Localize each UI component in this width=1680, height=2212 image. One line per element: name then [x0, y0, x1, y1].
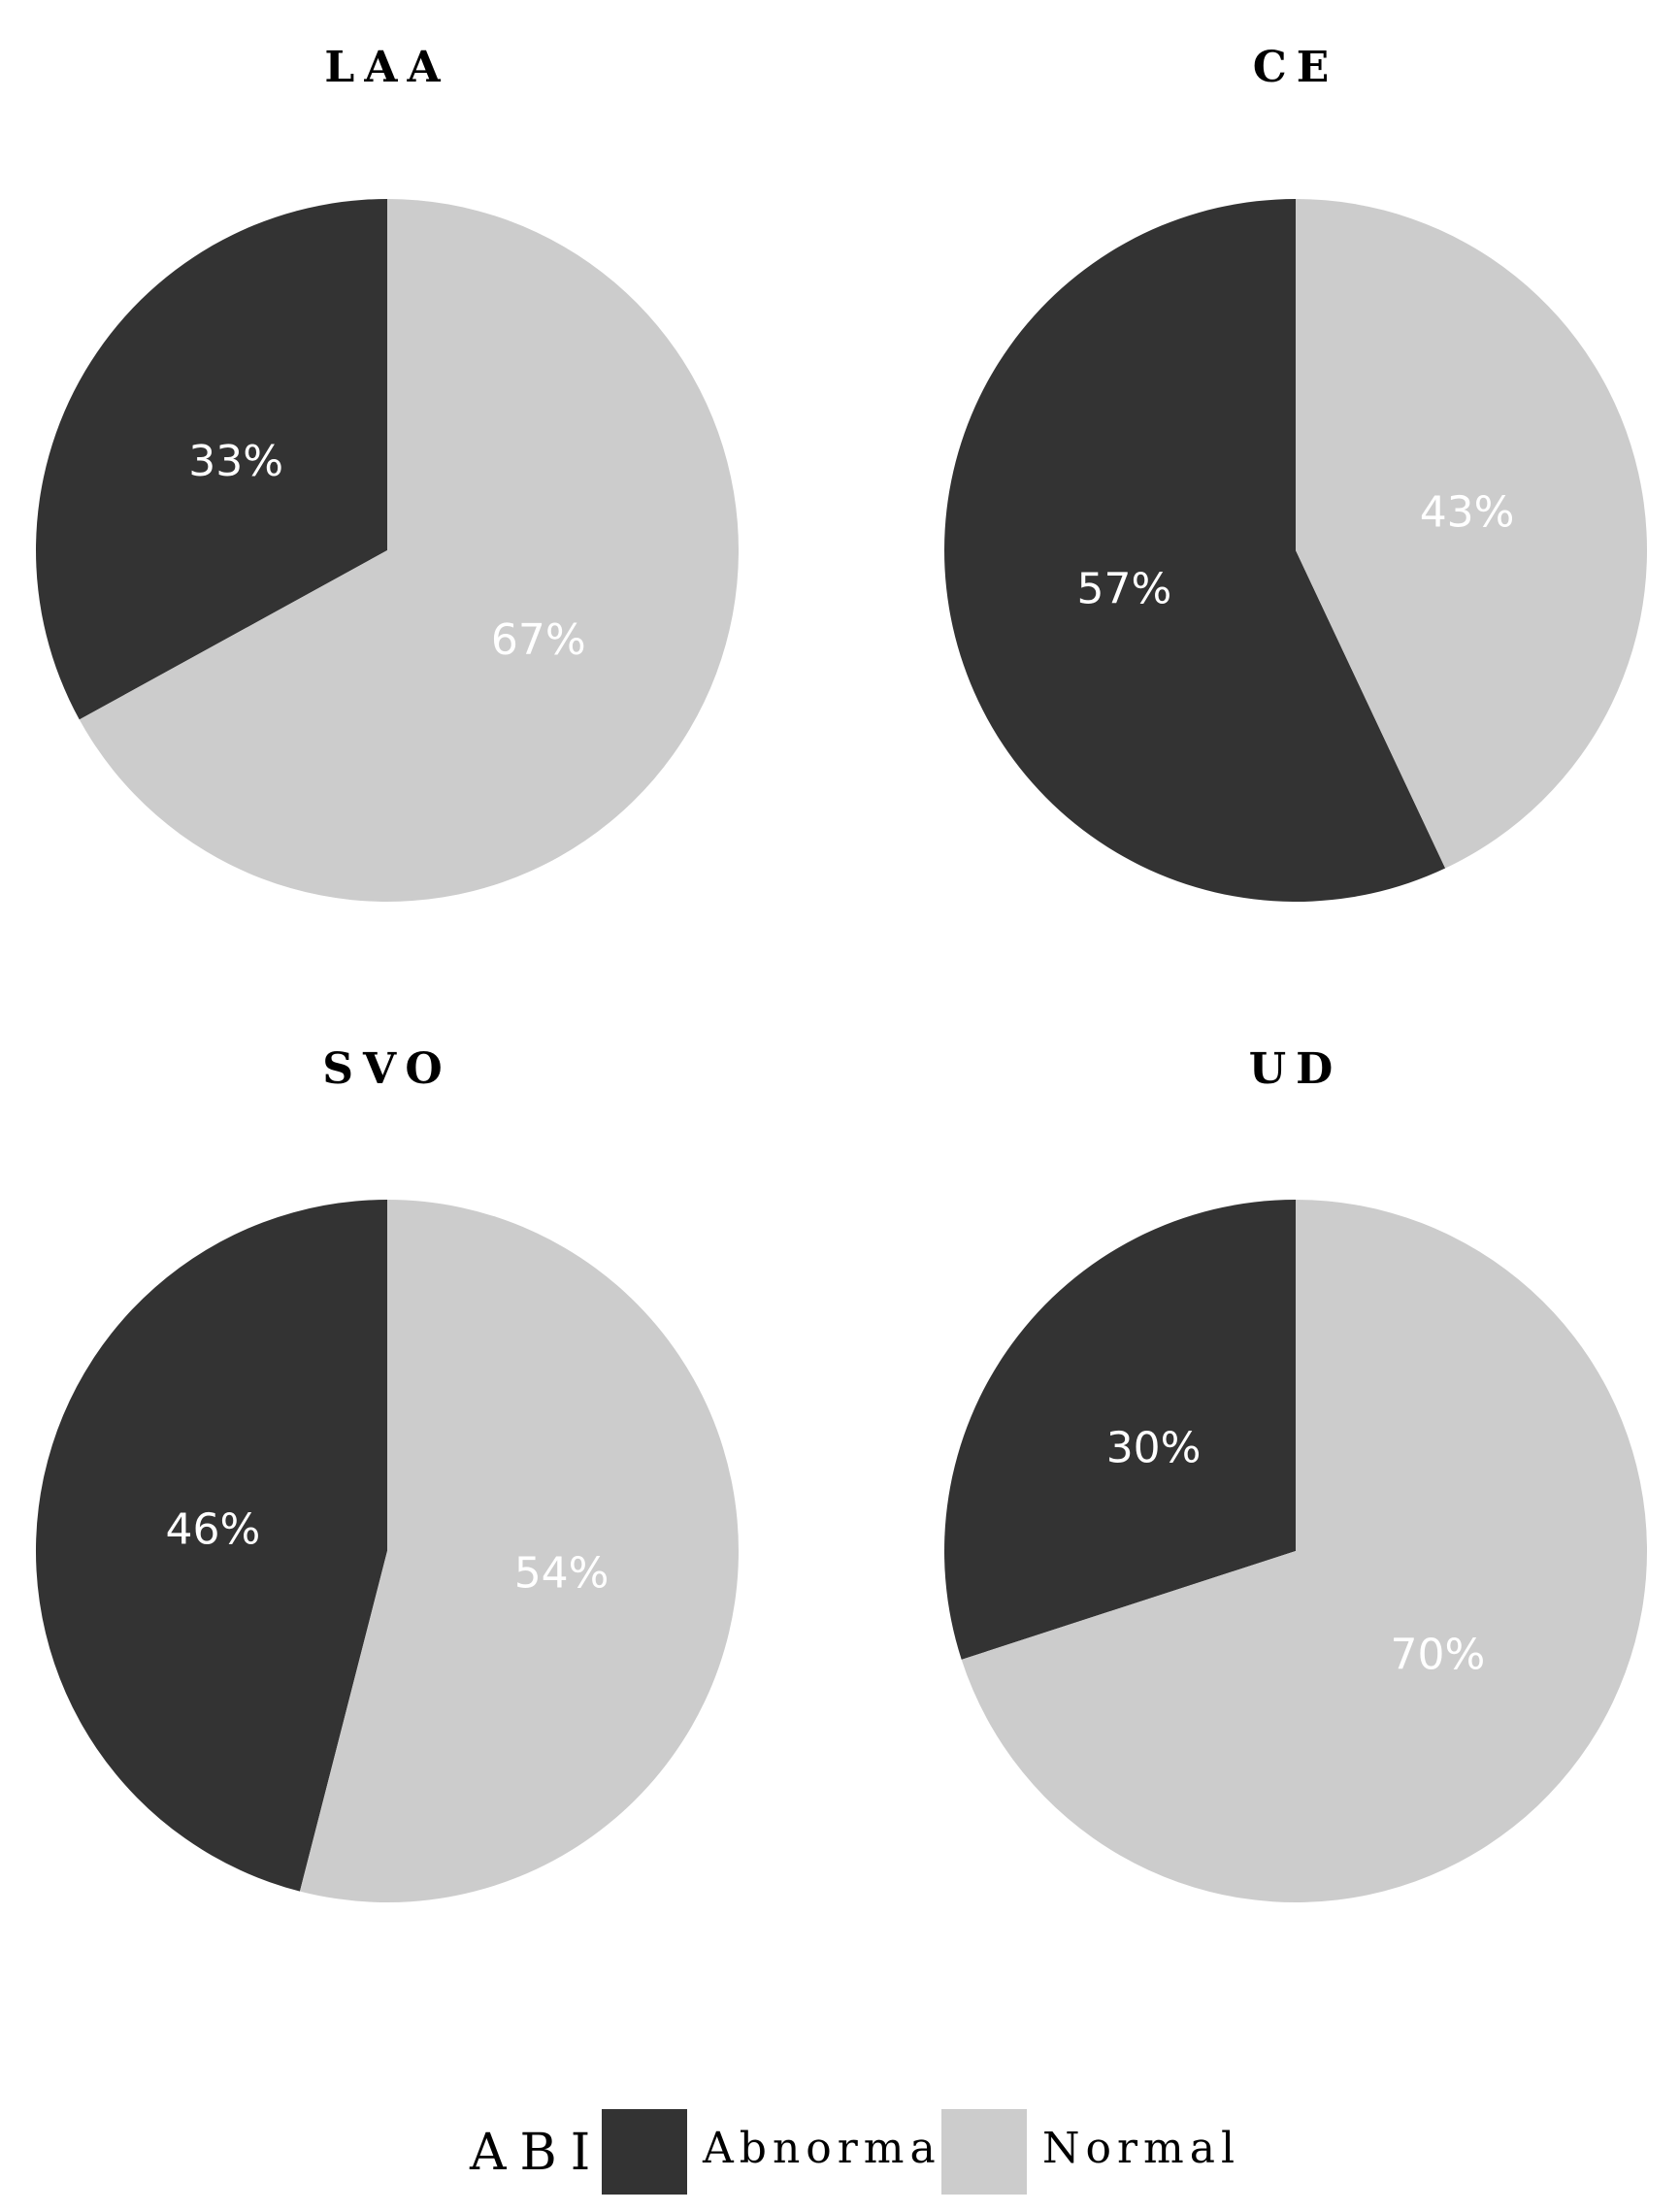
pie-title: CE: [1253, 43, 1339, 92]
slice-label-abnormal: 46%: [166, 1504, 261, 1554]
legend-label-abnormal: Abnormal: [702, 2124, 961, 2173]
pie-ud: UD 30% 70%: [944, 1044, 1648, 1903]
pie-svo: SVO 46% 54%: [35, 1044, 739, 1902]
legend-swatch-abnormal: [602, 2109, 687, 2195]
pie-title: UD: [1249, 1044, 1343, 1094]
pie-slice-normal: [79, 198, 740, 902]
slice-label-normal: 54%: [514, 1549, 609, 1599]
slice-label-abnormal: 30%: [1106, 1424, 1202, 1473]
pie-slice-normal: [299, 1200, 739, 1902]
legend-label-normal: Normal: [1042, 2124, 1240, 2173]
slice-label-abnormal: 57%: [1077, 565, 1172, 614]
pie-laa: LAA 33% 67%: [36, 43, 740, 902]
slice-label-normal: 43%: [1420, 488, 1515, 538]
pie-slice-abnormal: [944, 199, 1446, 902]
legend: ABI Abnormal Normal: [469, 2109, 1240, 2195]
pie-slice-abnormal: [944, 1200, 1296, 1660]
pie-slice-normal: [1296, 199, 1648, 869]
pie-panels: LAA 33% 67% CE 57% 43% SVO 46% 54% UD 30% 70%: [35, 43, 1648, 1903]
pie-ce: CE 57% 43%: [944, 43, 1648, 902]
slice-label-normal: 70%: [1391, 1630, 1486, 1679]
slice-label-abnormal: 33%: [188, 437, 283, 486]
slice-label-normal: 67%: [491, 615, 586, 665]
pie-title: LAA: [324, 43, 449, 92]
pie-slice-abnormal: [35, 1200, 388, 1892]
legend-swatch-normal: [941, 2109, 1027, 2195]
legend-title: ABI: [469, 2124, 604, 2182]
pie-slice-abnormal: [36, 199, 388, 720]
pie-title: SVO: [322, 1044, 451, 1094]
pie-slice-normal: [961, 1200, 1648, 1903]
